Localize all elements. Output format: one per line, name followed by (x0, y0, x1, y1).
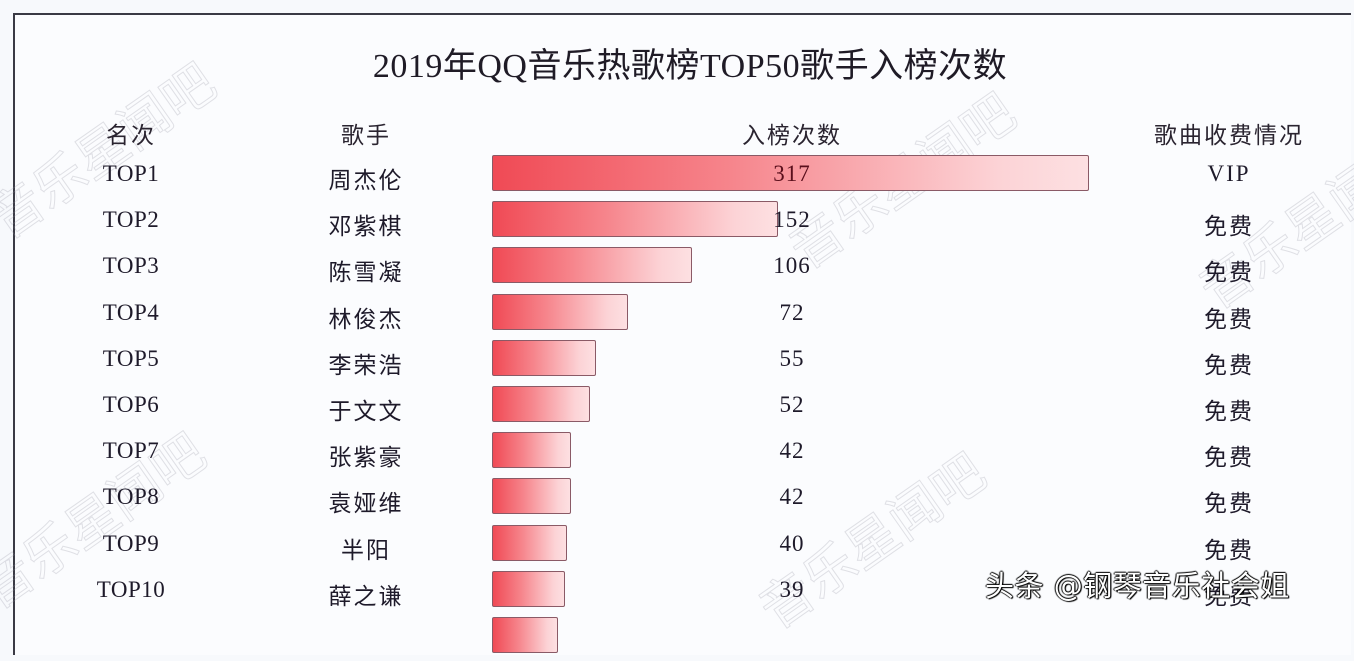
singer-name: 周杰伦 (328, 168, 404, 193)
rank-label: TOP5 (102, 345, 160, 371)
table-row: TOP1 周杰伦 317 VIP (0, 153, 1354, 199)
chart-title: 2019年QQ音乐热歌榜TOP50歌手入榜次数 (372, 48, 1008, 85)
count-bar (492, 339, 596, 376)
fee-status: 免费 (1204, 306, 1254, 332)
singer-name: 于文文 (328, 399, 404, 424)
table-row: TOP6 于文文 52 免费 (0, 384, 1354, 430)
count-value: 55 (779, 345, 805, 371)
count-bar (492, 201, 778, 238)
fee-status: 免费 (1204, 445, 1254, 471)
singer-name: 邓紫棋 (328, 214, 404, 240)
count-bar (492, 617, 558, 653)
count-bar (492, 155, 1089, 191)
fee-status: 免费 (1204, 352, 1254, 378)
column-header-fee: 歌曲收费情况 (1154, 123, 1304, 148)
table-row: TOP7 张紫豪 42 免费 (0, 430, 1354, 476)
count-value: 52 (779, 392, 805, 417)
rank-label: TOP4 (102, 299, 160, 325)
count-bar (492, 293, 628, 330)
count-bar (492, 247, 692, 284)
table-row: TOP5 李荣浩 55 免费 (0, 338, 1354, 384)
table-row: TOP4 林俊杰 72 免费 (0, 292, 1354, 338)
column-header-rank: 名次 (106, 123, 156, 148)
table-row: TOP9 半阳 40 免费 (0, 523, 1354, 569)
table-row-partial (0, 615, 1354, 661)
count-bar (492, 386, 590, 422)
fee-status: 免费 (1204, 399, 1254, 424)
count-value: 106 (773, 253, 811, 279)
table-row: TOP3 陈雪凝 106 免费 (0, 245, 1354, 291)
table-row: TOP2 邓紫棋 152 免费 (0, 199, 1354, 245)
rank-label: TOP8 (102, 484, 160, 510)
fee-status: 免费 (1204, 491, 1254, 517)
count-value: 72 (779, 299, 805, 325)
rank-label: TOP10 (96, 576, 166, 602)
singer-name: 林俊杰 (328, 306, 404, 332)
count-value: 42 (779, 438, 805, 464)
count-value: 40 (779, 530, 805, 556)
count-value: 42 (779, 484, 805, 510)
fee-status: VIP (1207, 161, 1251, 186)
count-bar (492, 570, 565, 607)
chart-frame (13, 13, 1351, 655)
count-bar (492, 524, 567, 561)
rank-label: TOP2 (102, 207, 160, 233)
fee-status: 免费 (1204, 537, 1254, 563)
table-row: TOP10 薛之谦 39 免费 (0, 569, 1354, 615)
fee-status: 免费 (1204, 260, 1254, 286)
column-header-count: 入榜次数 (742, 123, 842, 148)
fee-status: 免费 (1204, 214, 1254, 240)
rank-label: TOP3 (102, 253, 160, 279)
rank-label: TOP9 (102, 530, 160, 556)
rank-label: TOP6 (102, 392, 160, 417)
count-value: 317 (773, 161, 811, 186)
singer-name: 半阳 (341, 537, 391, 563)
count-bar (492, 432, 571, 469)
column-header-singer: 歌手 (341, 123, 391, 148)
credit-watermark: 头条 @钢琴音乐社会姐 (985, 569, 1290, 603)
singer-name: 薛之谦 (328, 583, 404, 609)
fee-status: 免费 (1204, 583, 1254, 609)
count-value: 152 (773, 207, 811, 233)
singer-name: 陈雪凝 (328, 260, 404, 286)
count-value: 39 (779, 576, 805, 602)
rank-label: TOP7 (102, 438, 160, 464)
count-bar (492, 478, 571, 515)
singer-name: 张紫豪 (328, 445, 404, 471)
singer-name: 李荣浩 (328, 352, 404, 378)
singer-name: 袁娅维 (328, 491, 404, 517)
rank-label: TOP1 (102, 161, 160, 186)
table-row: TOP8 袁娅维 42 免费 (0, 476, 1354, 522)
